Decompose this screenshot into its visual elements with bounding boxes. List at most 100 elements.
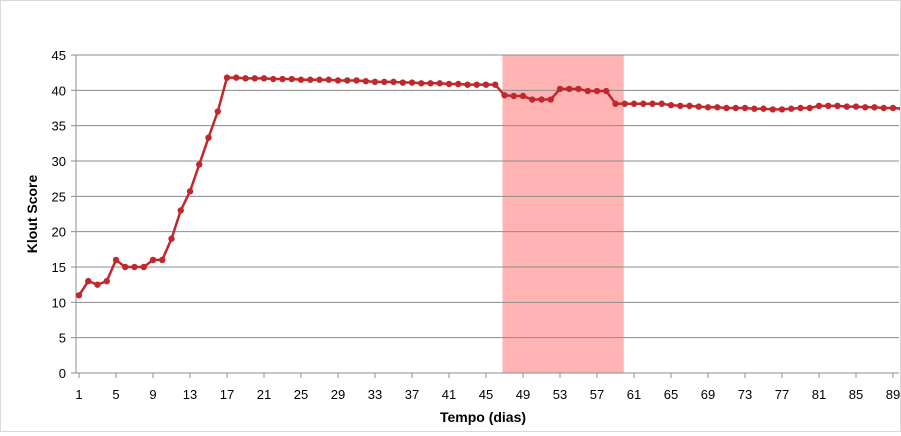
data-point <box>242 75 249 82</box>
x-tick-label: 13 <box>183 387 197 402</box>
x-tick-label: 17 <box>220 387 234 402</box>
data-point <box>880 104 887 112</box>
data-point <box>723 104 730 112</box>
data-point <box>806 104 813 112</box>
data-point <box>297 76 305 83</box>
data-point <box>334 77 342 84</box>
data-point <box>501 92 508 99</box>
data-point <box>307 76 314 83</box>
data-point <box>751 105 758 112</box>
data-point <box>399 79 406 86</box>
data-point <box>473 81 480 88</box>
data-point <box>260 75 268 82</box>
data-point <box>889 104 897 112</box>
data-point <box>427 80 434 87</box>
data-point <box>788 105 795 112</box>
series-line <box>77 76 901 296</box>
data-point <box>843 103 850 110</box>
data-point <box>455 80 462 88</box>
data-point <box>316 76 323 83</box>
data-point <box>769 106 776 113</box>
data-point <box>122 263 129 271</box>
data-point <box>714 104 721 111</box>
data-point <box>612 100 619 107</box>
data-point <box>677 102 684 110</box>
data-point <box>704 104 712 111</box>
data-point <box>408 79 416 86</box>
data-point <box>584 87 591 95</box>
x-tick-label: 57 <box>590 387 604 402</box>
data-point <box>196 161 203 168</box>
y-tick-label: 20 <box>52 225 66 240</box>
data-point <box>630 100 638 107</box>
x-tick-label: 61 <box>627 387 641 402</box>
data-point <box>732 104 739 112</box>
x-tick-label: 53 <box>553 387 567 402</box>
data-point <box>529 96 536 103</box>
data-point <box>464 81 471 88</box>
data-point <box>695 103 702 110</box>
data-point <box>556 85 564 93</box>
y-tick-label: 25 <box>52 189 66 204</box>
x-tick-label: 29 <box>331 387 345 402</box>
x-tick-label: 89 <box>886 387 900 402</box>
data-point <box>538 96 545 103</box>
data-point <box>658 100 665 107</box>
data-point <box>159 256 166 264</box>
data-point <box>353 77 360 84</box>
y-tick-label: 45 <box>52 48 66 63</box>
data-point <box>140 263 147 271</box>
data-point <box>871 104 878 111</box>
x-tick-label: 77 <box>775 387 789 402</box>
data-point <box>418 80 425 87</box>
x-tick-label: 45 <box>479 387 493 402</box>
x-tick-label: 33 <box>368 387 382 402</box>
data-point <box>168 235 175 242</box>
x-tick-label: 9 <box>149 387 156 402</box>
data-point <box>223 74 231 81</box>
data-point <box>75 292 83 299</box>
data-point <box>603 87 610 95</box>
data-point <box>205 134 212 141</box>
data-point <box>519 92 527 100</box>
x-axis-title: Tempo (dias) <box>440 409 526 425</box>
data-point <box>852 103 860 110</box>
data-point <box>344 77 351 84</box>
x-tick-label: 85 <box>849 387 863 402</box>
data-point <box>288 75 295 83</box>
x-tick-label: 21 <box>257 387 271 402</box>
y-tick-label: 15 <box>52 260 66 275</box>
data-point <box>593 87 601 95</box>
data-point <box>445 80 453 88</box>
data-point <box>233 74 240 81</box>
data-point <box>362 77 369 85</box>
data-point <box>575 85 582 93</box>
highlight-band <box>502 55 624 373</box>
data-point <box>649 100 656 107</box>
data-point <box>149 256 157 264</box>
data-point <box>547 96 554 103</box>
y-tick-label: 35 <box>52 119 66 134</box>
data-point <box>566 85 573 93</box>
y-tick-label: 5 <box>59 331 66 346</box>
data-point <box>270 75 277 83</box>
data-point <box>214 108 221 115</box>
data-point <box>94 281 101 288</box>
data-point <box>825 102 832 110</box>
y-tick-label: 40 <box>52 83 66 98</box>
data-point <box>778 106 786 113</box>
data-point <box>492 81 499 88</box>
data-point <box>390 78 397 86</box>
data-point <box>621 100 628 107</box>
x-tick-label: 49 <box>516 387 530 402</box>
data-point <box>834 102 841 110</box>
data-point <box>741 104 749 112</box>
data-point <box>797 104 804 112</box>
data-point <box>251 75 258 82</box>
y-tick-label: 0 <box>59 366 66 381</box>
x-tick-label: 81 <box>812 387 826 402</box>
x-tick-label: 25 <box>294 387 308 402</box>
data-point <box>686 102 693 110</box>
